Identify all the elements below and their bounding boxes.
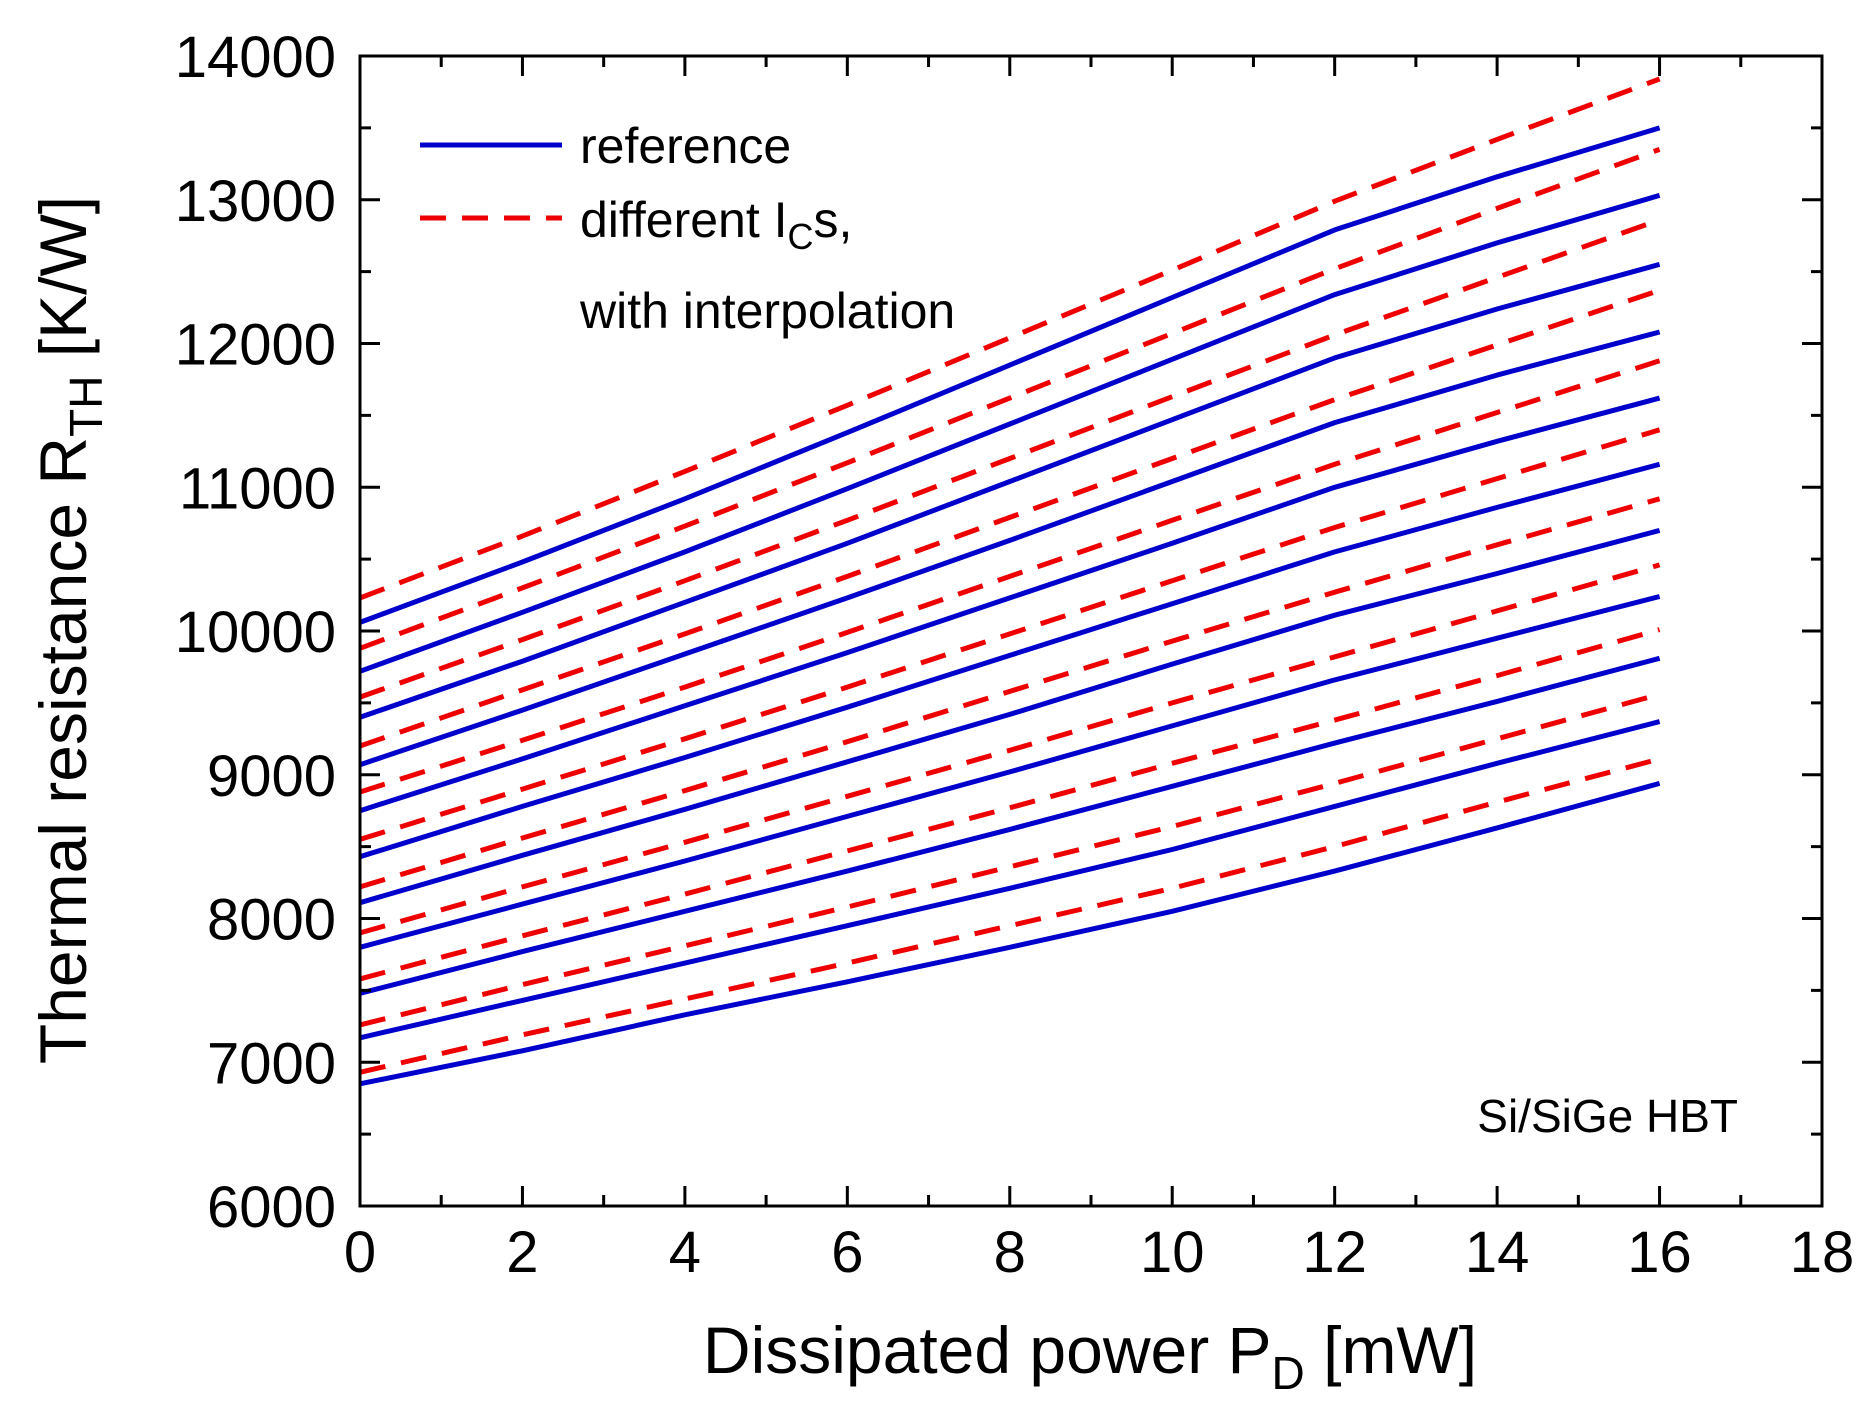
series-line-17 <box>359 261 1661 720</box>
series-line-15 <box>359 329 1661 768</box>
y-tick-label-13000: 13000 <box>175 169 336 234</box>
y-tick-label-12000: 12000 <box>175 313 336 378</box>
series-line-11 <box>359 461 1661 860</box>
series-line-4 <box>359 691 1661 1028</box>
ticks-layer: 0 2 4 6 8 10 12 14 16 18 6000 7000 8000 9000 10000 1100… <box>175 25 1855 1285</box>
y-tick-label-14000: 14000 <box>175 25 336 90</box>
series-line-2 <box>359 756 1661 1075</box>
x-tick-label-8: 8 <box>994 1220 1026 1285</box>
series-line-13 <box>359 395 1661 814</box>
x-tick-label-4: 4 <box>669 1220 701 1285</box>
y-tick-label-7000: 7000 <box>207 1031 336 1096</box>
series-line-10 <box>359 496 1661 890</box>
x-axis-title-sub: D <box>1272 1347 1305 1399</box>
x-tick-label-16: 16 <box>1627 1220 1692 1285</box>
series-line-21 <box>359 125 1661 625</box>
y-tick-label-10000: 10000 <box>175 600 336 665</box>
series-layer <box>359 76 1661 1087</box>
y-tick-label-9000: 9000 <box>207 744 336 809</box>
x-axis-title-main: Dissipated power P <box>703 1313 1272 1387</box>
series-line-6 <box>359 627 1661 982</box>
legend-label-interpolated-main: different I <box>580 192 788 248</box>
y-tick-label-11000: 11000 <box>179 456 336 521</box>
series-line-20 <box>359 147 1661 651</box>
series-line-18 <box>359 217 1661 700</box>
x-axis-title-unit: [mW] <box>1305 1313 1477 1387</box>
series-line-19 <box>359 193 1661 674</box>
legend-label-interpolated: different ICs, <box>580 192 852 257</box>
x-axis-title: Dissipated power PD [mW] <box>703 1313 1477 1399</box>
x-tick-label-18: 18 <box>1790 1220 1855 1285</box>
series-line-5 <box>359 655 1661 996</box>
series-line-16 <box>359 287 1661 749</box>
y-axis-title-unit: [K/W] <box>26 196 100 376</box>
x-tick-label-6: 6 <box>831 1220 863 1285</box>
y-axis-title-sub: TH <box>60 376 112 437</box>
y-tick-label-6000: 6000 <box>207 1175 336 1240</box>
series-line-14 <box>359 358 1661 795</box>
legend-label-interpolated-sub: C <box>788 216 814 257</box>
series-line-9 <box>359 527 1661 906</box>
x-tick-label-14: 14 <box>1465 1220 1530 1285</box>
series-line-7 <box>359 594 1661 950</box>
series-line-22 <box>359 76 1661 601</box>
legend-label-reference: reference <box>580 118 791 174</box>
legend-label-interpolated-tail: s, <box>814 192 853 248</box>
x-tick-label-2: 2 <box>506 1220 538 1285</box>
series-line-8 <box>359 562 1661 936</box>
y-tick-label-8000: 8000 <box>207 888 336 953</box>
x-tick-label-0: 0 <box>344 1220 376 1285</box>
legend-label-interpolated-line2: with interpolation <box>579 283 955 339</box>
device-annotation: Si/SiGe HBT <box>1477 1090 1738 1142</box>
y-axis-title: Thermal resistance RTH [K/W] <box>26 196 112 1064</box>
x-tick-label-12: 12 <box>1302 1220 1367 1285</box>
series-line-12 <box>359 427 1661 842</box>
legend: reference different ICs, with interpolat… <box>420 118 955 339</box>
series-line-1 <box>359 780 1661 1087</box>
series-line-3 <box>359 719 1661 1041</box>
x-tick-label-10: 10 <box>1140 1220 1205 1285</box>
y-axis-title-main: Thermal resistance R <box>26 437 100 1064</box>
